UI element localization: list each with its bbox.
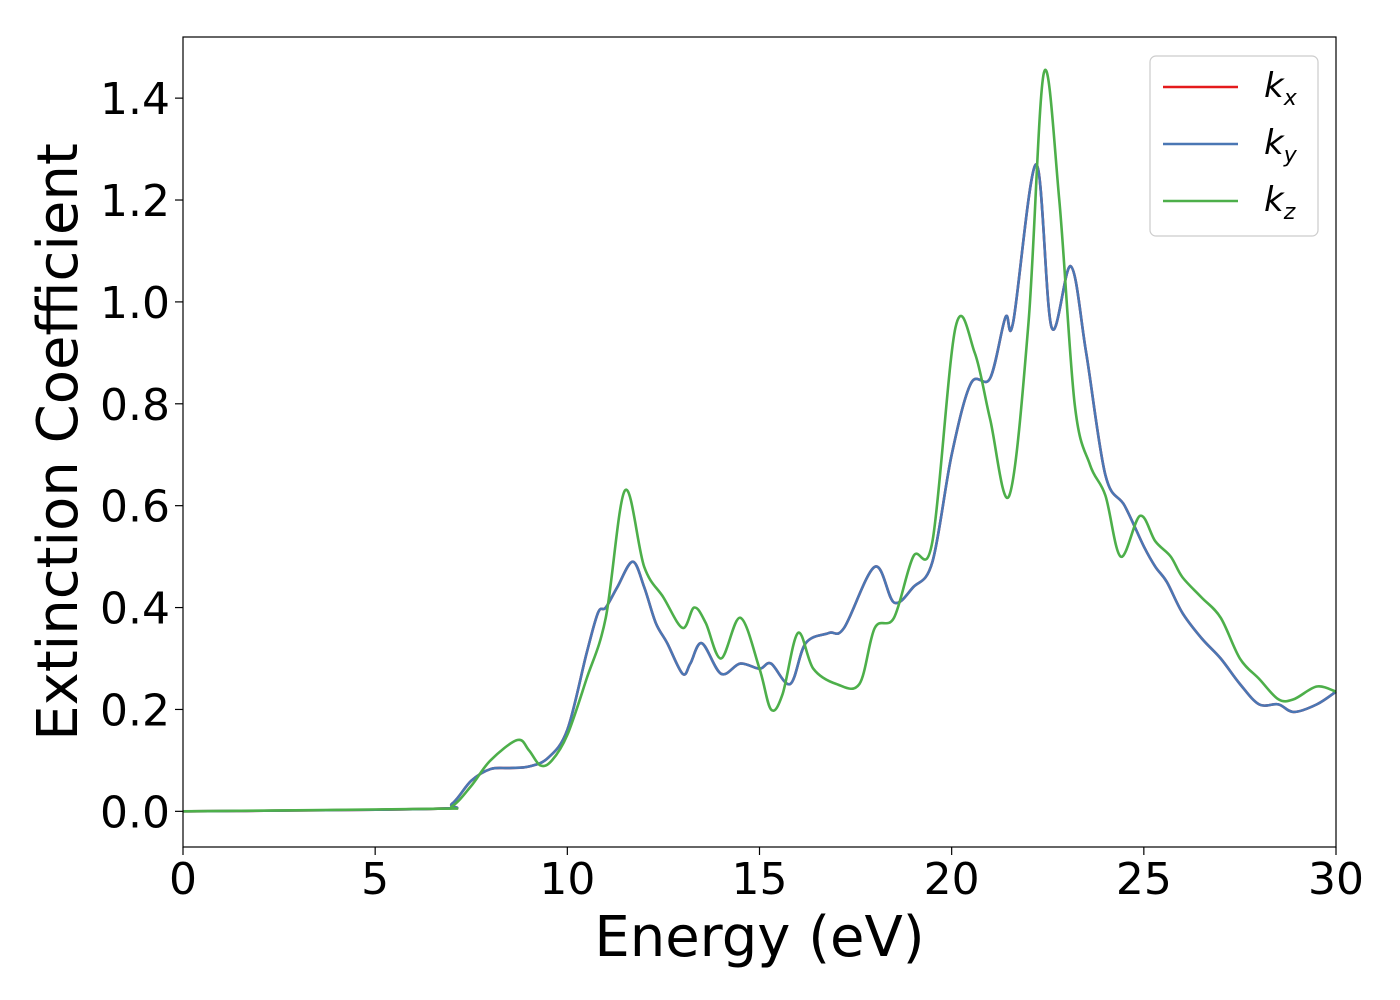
legend-label-ky: ky [1264, 123, 1298, 168]
x-tick-label: 5 [361, 854, 389, 905]
y-tick-label: 1.0 [100, 278, 170, 329]
x-axis-label: Energy (eV) [594, 905, 924, 970]
y-axis-label: Extinction Coefficient [26, 143, 91, 741]
x-tick-label: 15 [732, 854, 788, 905]
y-tick-label: 1.2 [100, 176, 170, 227]
y-tick-label: 0.6 [100, 482, 170, 533]
x-tick-label: 30 [1308, 854, 1364, 905]
legend-subscript: x [1283, 86, 1298, 111]
x-tick-label: 0 [169, 854, 197, 905]
series-lines [182, 68, 1337, 813]
y-tick-label: 1.4 [100, 74, 170, 125]
y-axis-ticks: 0.0 0.2 0.4 0.6 0.8 1.0 1.2 1.4 [100, 74, 183, 838]
legend-subscript: z [1283, 200, 1296, 225]
series-line-kz [182, 68, 1337, 813]
y-tick-label: 0.0 [100, 787, 170, 838]
x-tick-label: 10 [539, 854, 595, 905]
plot-background [183, 37, 1336, 847]
legend-box [1149, 55, 1319, 237]
y-tick-label: 0.4 [100, 584, 170, 635]
y-tick-label: 0.2 [100, 685, 170, 736]
x-tick-label: 20 [924, 854, 980, 905]
x-tick-label: 25 [1116, 854, 1172, 905]
legend-subscript: y [1283, 143, 1298, 168]
y-tick-label: 0.8 [100, 380, 170, 431]
x-axis-ticks: 0 5 10 15 20 25 30 [169, 847, 1364, 905]
series-line-ky [182, 163, 1337, 813]
